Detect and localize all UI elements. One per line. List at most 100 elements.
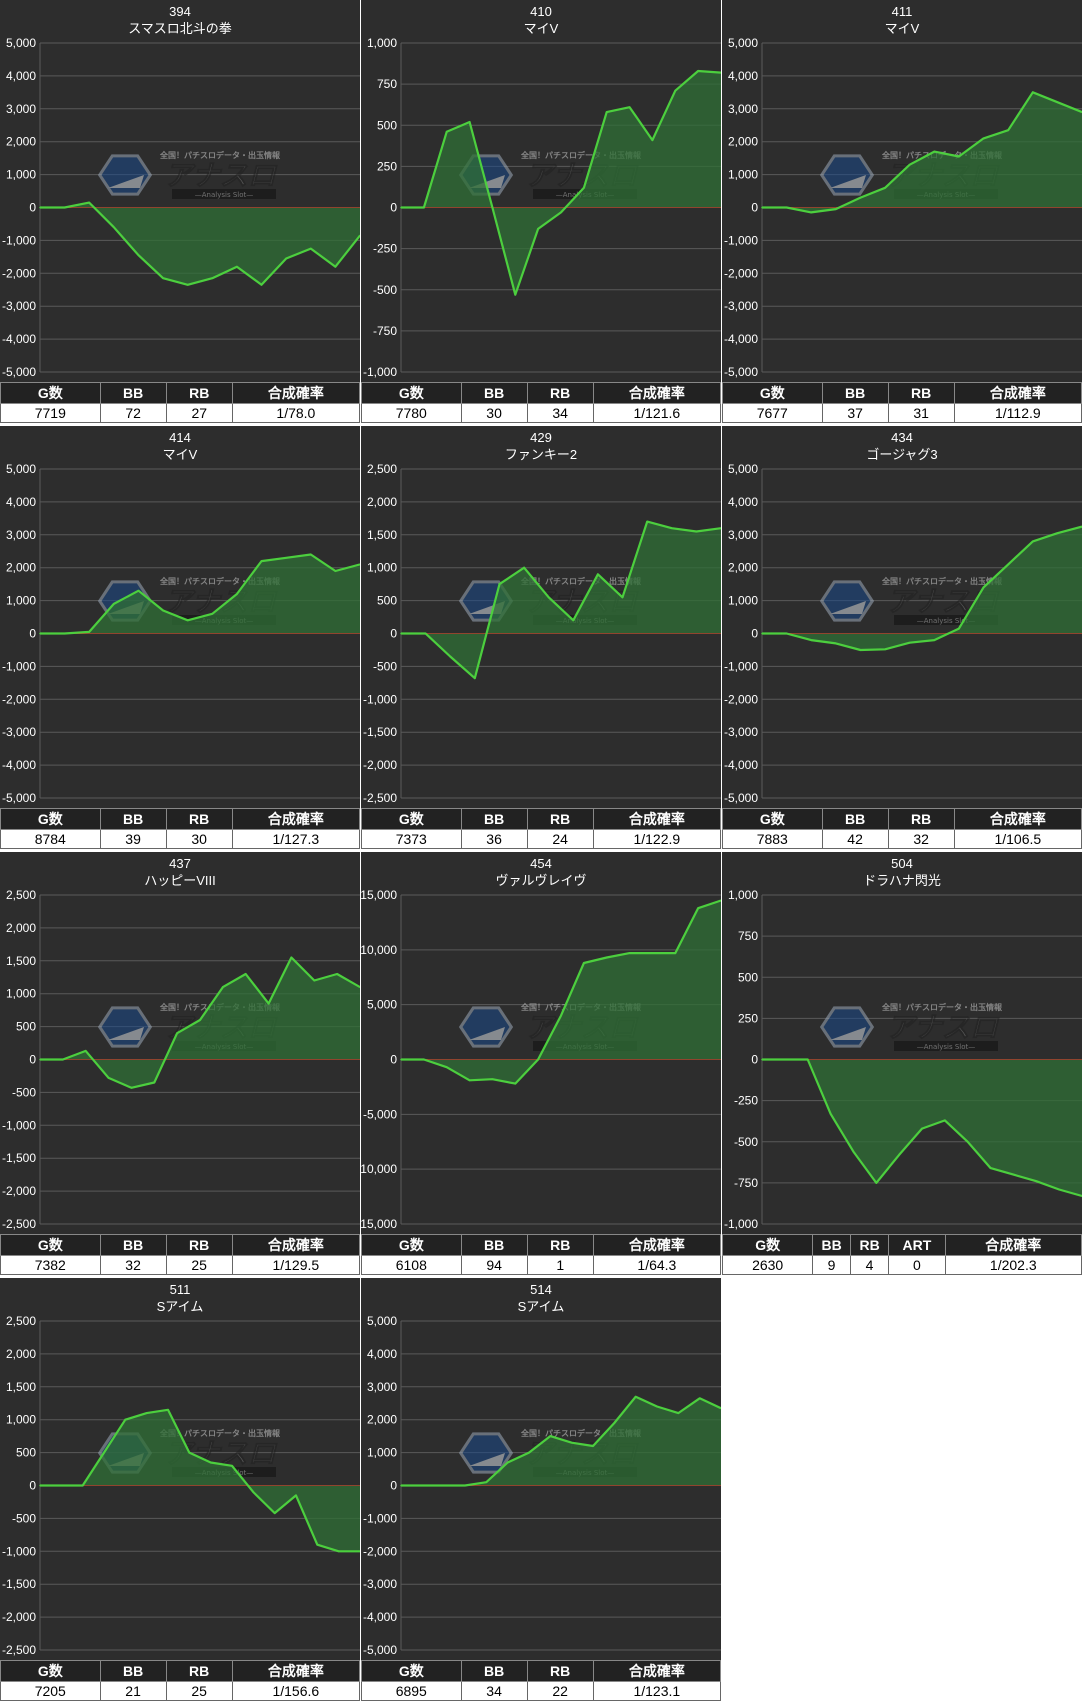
- stats-value: 25: [165, 1681, 233, 1701]
- y-tick-label: 3,000: [6, 102, 36, 116]
- y-tick-label: 500: [377, 594, 397, 608]
- y-tick-label: 1,000: [367, 1446, 397, 1460]
- data-point: [421, 1484, 424, 1487]
- data-point: [167, 1409, 169, 1411]
- chart-panel: 5,000 4,000 3,000 2,000 1,000 0 -1,000 -2,000 -3…: [722, 426, 1083, 851]
- stats-table: G数 BB RB 合成確率 7719 72 27 1/78.0: [0, 382, 361, 423]
- data-point: [859, 649, 862, 651]
- data-point: [1007, 563, 1009, 566]
- svg-text:全国！パチスロデータ・出玉情報: 全国！パチスロデータ・出玉情報: [881, 1002, 1003, 1012]
- y-tick-label: 1,500: [6, 954, 36, 968]
- stats-header: BB: [821, 808, 889, 830]
- y-tick-label: 3,000: [367, 1380, 397, 1394]
- y-tick-label: -1,000: [2, 1544, 36, 1558]
- y-tick-label: -500: [373, 659, 397, 673]
- stats-value: 30: [165, 829, 233, 849]
- data-point: [137, 589, 140, 592]
- data-point: [528, 1451, 530, 1454]
- stats-value: 21: [99, 1681, 167, 1701]
- data-point: [1081, 525, 1082, 528]
- y-tick-label: 5,000: [728, 462, 758, 476]
- stats-header-row: G数 BB RB ART 合成確率: [721, 1234, 1083, 1256]
- data-point: [423, 1058, 425, 1061]
- chart-title: 429: [530, 430, 552, 445]
- y-tick-label: -750: [373, 324, 397, 338]
- data-point: [698, 1397, 701, 1400]
- stats-header: RB: [526, 808, 594, 830]
- stats-value: 7677: [722, 403, 823, 423]
- data-point: [613, 1422, 616, 1424]
- y-tick-label: -4,000: [2, 332, 36, 346]
- stats-value-row: 7780 30 34 1/121.6: [361, 403, 722, 423]
- stats-value-row: 6895 34 22 1/123.1: [361, 1681, 722, 1701]
- svg-text:—Analysis Slot—: —Analysis Slot—: [195, 191, 253, 199]
- data-point: [720, 899, 721, 902]
- y-tick-label: -5,000: [2, 365, 36, 379]
- stats-header: 合成確率: [231, 382, 361, 404]
- data-point: [113, 226, 115, 229]
- data-point: [63, 206, 66, 209]
- data-point: [260, 560, 263, 562]
- data-point: [400, 632, 402, 635]
- chart-subtitle: ファンキー2: [505, 447, 577, 462]
- stats-header: 合成確率: [592, 1234, 722, 1256]
- stats-header: G数: [0, 382, 101, 404]
- y-tick-label: 0: [29, 201, 36, 215]
- data-point: [491, 206, 494, 209]
- y-tick-label: 0: [751, 627, 758, 641]
- stats-header-row: G数 BB RB 合成確率: [361, 808, 722, 830]
- y-tick-label: -1,000: [724, 233, 758, 247]
- svg-text:全国！パチスロデータ・出玉情報: 全国！パチスロデータ・出玉情報: [159, 150, 281, 160]
- data-point: [39, 1484, 41, 1487]
- y-tick-label: -1,000: [2, 1118, 36, 1132]
- y-tick-label: 5,000: [728, 36, 758, 50]
- data-point: [852, 1150, 855, 1153]
- data-point: [651, 139, 654, 141]
- chart-subtitle: ドラハナ閃光: [863, 873, 941, 888]
- svg-text:全国！パチスロデータ・出玉情報: 全国！パチスロデータ・出玉情報: [881, 576, 1003, 586]
- y-tick-label: -2,000: [724, 692, 758, 706]
- data-point: [130, 1086, 133, 1089]
- chart-title: 504: [891, 856, 913, 871]
- chart-panel: 5,000 4,000 3,000 2,000 1,000 0 -1,000 -2,000 -3…: [722, 0, 1083, 425]
- y-tick-label: 500: [738, 970, 758, 984]
- data-point: [285, 257, 287, 260]
- y-tick-label: 2,500: [367, 462, 397, 476]
- data-point: [1081, 111, 1082, 113]
- data-point: [236, 265, 238, 268]
- y-tick-label: 0: [29, 627, 36, 641]
- stats-header: G数: [722, 808, 823, 830]
- y-tick-label: -1,500: [2, 1577, 36, 1591]
- stats-table: G数 BB RB 合成確率 7382 32 25 1/129.5: [0, 1234, 361, 1275]
- data-point: [785, 206, 788, 209]
- stats-header: RB: [165, 808, 233, 830]
- data-point: [124, 1418, 127, 1421]
- stats-value: 34: [526, 403, 594, 423]
- y-tick-label: -2,500: [363, 791, 397, 805]
- data-point: [784, 1058, 786, 1061]
- data-point: [88, 631, 91, 633]
- chart-subtitle: Sアイム: [518, 1299, 565, 1314]
- data-point: [400, 1058, 402, 1061]
- data-point: [560, 1014, 562, 1017]
- y-tick-label: -500: [734, 1135, 758, 1149]
- data-point: [400, 206, 402, 209]
- y-tick-label: 5,000: [6, 462, 36, 476]
- y-tick-label: 5,000: [367, 1314, 397, 1328]
- y-tick-label: 3,000: [728, 528, 758, 542]
- stats-header: RB: [887, 382, 955, 404]
- data-point: [695, 530, 698, 533]
- y-tick-label: 4,000: [728, 69, 758, 83]
- stats-header: G数: [0, 1660, 101, 1682]
- y-tick-label: -15,000: [361, 1217, 397, 1231]
- y-tick-label: -1,500: [2, 1151, 36, 1165]
- data-point: [506, 1461, 509, 1464]
- stats-header: 合成確率: [231, 1660, 361, 1682]
- y-tick-label: -2,000: [2, 1610, 36, 1624]
- stats-header: BB: [99, 382, 167, 404]
- data-point: [103, 1451, 105, 1454]
- chart-panel: 2,500 2,000 1,500 1,000 500 0 -500 -1,000 -1,500…: [361, 426, 722, 851]
- data-point: [944, 1119, 946, 1122]
- stats-header: BB: [460, 382, 528, 404]
- data-point: [958, 627, 960, 630]
